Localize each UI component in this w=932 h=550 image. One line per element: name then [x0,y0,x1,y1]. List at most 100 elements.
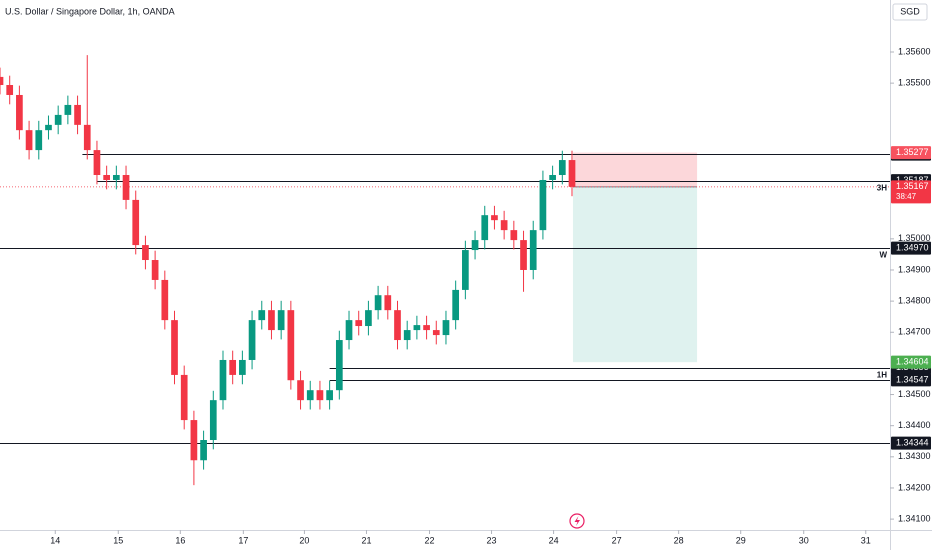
candle-body [471,240,479,251]
x-tick-label: 30 [799,535,809,545]
currency[interactable]: SGD [900,6,920,16]
candle-body [171,320,178,375]
y-tick-label: 1.34900 [898,264,931,274]
stop-label-box [891,146,931,160]
candle-body [190,420,198,461]
lightning-icon[interactable] [569,513,585,529]
candle-body [93,150,101,176]
candle-body [287,310,295,381]
candle-body [16,94,23,131]
candle-body [365,310,372,327]
level-tag: W [879,251,887,260]
candle-body [355,320,363,327]
candle-body [142,245,149,261]
candle-body [277,310,285,331]
y-tick-label: 1.35600 [898,46,931,56]
candle-body [74,104,81,125]
level-label: 1.34970 [896,243,929,253]
candle-body [423,325,430,331]
candle-body [403,330,411,341]
x-tick-label: 23 [487,535,497,545]
x-tick-label: 20 [299,535,309,545]
y-tick-label: 1.35500 [898,78,931,88]
candle-body [345,320,353,341]
candle-body [335,340,343,391]
y-tick-label: 1.35000 [898,233,931,243]
candle-body [200,440,207,461]
level-label: 1.34547 [896,374,929,384]
candle-body [35,130,43,151]
icon-bolt[interactable] [574,516,581,526]
x-tick-label: 24 [549,535,559,545]
candle-body [384,295,392,311]
candle-body [45,124,52,131]
candle-body [326,390,333,401]
candle-body [568,160,576,187]
x-tick-label: 22 [424,535,434,545]
candle-body [229,359,237,375]
y-tick-label: 1.34100 [898,513,931,523]
candle-body [481,215,489,241]
target-zone [572,186,698,363]
candle-body [316,390,324,401]
candle-body [0,76,4,86]
countdown: 38:47 [896,192,917,201]
candle-body [452,289,460,321]
y-tick-label: 1.34300 [898,451,931,461]
y-tick-label: 1.34400 [898,420,931,430]
candle-body [558,160,566,176]
candle-body [520,240,527,270]
candle-body [297,380,304,401]
candle-body [83,124,91,151]
level-label-box [891,373,931,387]
candle-body [306,390,314,401]
candle-body [462,250,469,290]
y-tick-label: 1.34700 [898,327,931,337]
candle-body [529,230,537,270]
candle-body [432,330,440,336]
candle-body [54,114,62,125]
y-tick-label: 1.34500 [898,389,931,399]
candle-body [374,295,382,311]
candle-body [180,374,188,421]
candle-body [268,310,275,331]
level-label-box [891,241,931,255]
plot [0,55,890,486]
candle-body [258,310,266,321]
candle-body [151,260,159,280]
candle-body [394,310,401,341]
candle-body [549,175,556,180]
candle-body [103,175,110,180]
x-tick-label: 21 [361,535,371,545]
candle-body [122,175,130,200]
candle-body [132,199,140,246]
price-label: 1.35167 [896,181,929,191]
candle-body [25,130,33,151]
candle-body [510,230,518,241]
target-label: 1.34604 [896,357,929,367]
x-tick-label: 14 [50,535,60,545]
candle-body [112,175,120,180]
x-tick-label: 17 [238,535,248,545]
price-label-box [891,180,931,204]
level-label: 1.34344 [896,437,929,447]
x-tick-label: 16 [175,535,185,545]
candle-body [248,320,256,360]
level-tag: 3H [877,184,887,193]
level-label-box [891,436,931,450]
candle-body [64,104,72,115]
x-tick-label: 29 [736,535,746,545]
y-tick-label: 1.34800 [898,295,931,305]
currency-box[interactable] [892,3,928,21]
candle-body [442,320,450,336]
candle-body [239,359,246,375]
x-tick-label: 28 [674,535,684,545]
candle-body [219,359,227,401]
candle-body [500,220,508,231]
y-tick-label: 1.34200 [898,482,931,492]
stop-label: 1.35277 [896,147,929,157]
candle-body [491,215,498,221]
x-tick-label: 15 [113,535,123,545]
candle-body [413,325,421,331]
